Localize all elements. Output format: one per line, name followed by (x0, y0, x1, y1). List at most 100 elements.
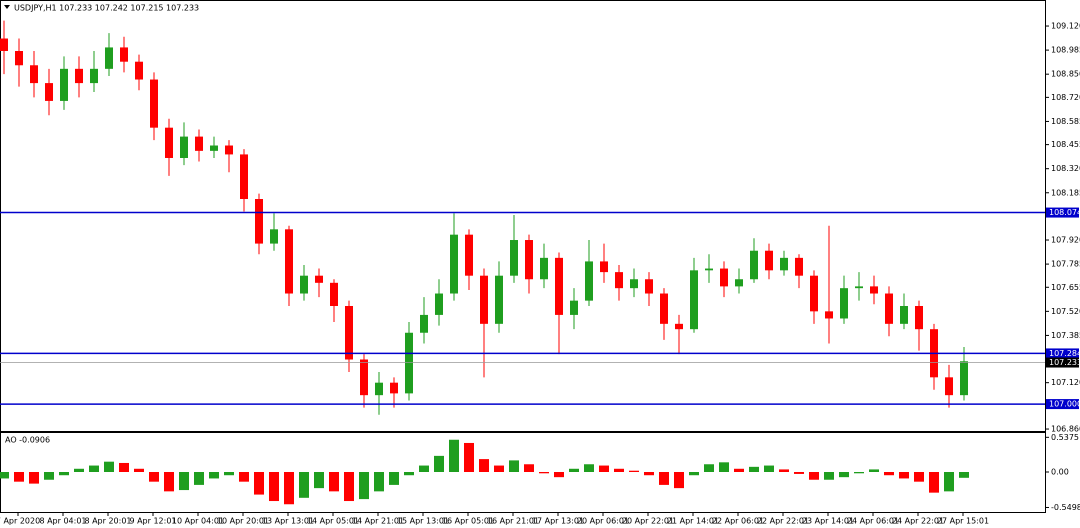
candle-body (105, 47, 113, 69)
candle-body (510, 240, 518, 276)
ao-bar (449, 439, 459, 472)
candle-body (645, 279, 653, 294)
ao-bar (629, 470, 639, 472)
ao-bar (329, 472, 339, 492)
ao-bar (164, 472, 174, 492)
candle-body (720, 268, 728, 287)
ao-bar (419, 465, 429, 472)
ao-bar (299, 472, 309, 498)
indicator-y-tick-label: 0.5375 (1051, 433, 1079, 442)
y-tick-label: 108.985 (1051, 46, 1080, 55)
ao-bar (659, 472, 669, 485)
y-tick-label: 107.785 (1051, 260, 1080, 269)
ao-bar (224, 472, 234, 476)
candle-body (840, 288, 848, 319)
candle-body (900, 305, 908, 324)
ao-bar (434, 455, 444, 472)
candle-body (705, 268, 713, 271)
ao-bar (344, 472, 354, 502)
ao-bar (29, 472, 39, 484)
x-tick-label: 27 Apr 15:01 (937, 517, 989, 526)
ao-bar (779, 469, 789, 472)
candle-body (405, 332, 413, 394)
level-label: 107.284 (1049, 349, 1080, 358)
x-tick-label: 16 Apr 05:01 (442, 517, 494, 526)
x-tick-label: 23 Apr 14:01 (802, 517, 854, 526)
y-tick-label: 106.860 (1051, 425, 1080, 434)
ao-bar (389, 472, 399, 485)
level-label-box (1046, 348, 1079, 359)
x-tick-label: 14 Apr 05:01 (307, 517, 359, 526)
ao-bar (689, 472, 699, 476)
candle-body (345, 305, 353, 360)
candle-body (135, 61, 143, 80)
ao-bar (314, 472, 324, 489)
x-tick-label: 24 Apr 22:01 (892, 517, 944, 526)
ao-bar (74, 468, 84, 472)
candle-body (360, 359, 368, 396)
candle-body (660, 293, 668, 324)
x-tick-label: 20 Apr 06:01 (577, 517, 629, 526)
ao-bar (134, 468, 144, 472)
x-tick-label: 22 Apr 06:01 (712, 517, 764, 526)
main-panel-frame (0, 0, 1046, 432)
candle-body (270, 229, 278, 244)
ao-bar (614, 468, 624, 472)
ao-bar (884, 472, 894, 476)
ao-bar (539, 472, 549, 474)
candle-body (795, 257, 803, 276)
candle-body (450, 234, 458, 294)
x-tick-label: 20 Apr 22:01 (622, 517, 674, 526)
ao-bar (599, 465, 609, 472)
ao-bar (464, 442, 474, 472)
y-tick-label: 109.120 (1051, 22, 1080, 31)
candle-body (285, 229, 293, 294)
x-tick-label: 14 Apr 21:01 (352, 517, 404, 526)
x-tick-label: 24 Apr 06:01 (847, 517, 899, 526)
ao-bar (839, 472, 849, 478)
y-tick-label: 107.520 (1051, 307, 1080, 316)
ao-bar (944, 472, 954, 492)
candle-body (240, 154, 248, 200)
candle-body (585, 261, 593, 301)
candle-body (750, 250, 758, 280)
y-tick-label: 108.185 (1051, 188, 1080, 197)
ao-bar (179, 472, 189, 491)
y-tick-label: 108.850 (1051, 70, 1080, 79)
candle-body (0, 38, 8, 51)
x-tick-label: 7 Apr 2020 (0, 517, 40, 526)
candle-body (330, 282, 338, 306)
y-tick-label: 108.455 (1051, 140, 1080, 149)
candle-body (60, 68, 68, 101)
ao-bar (119, 462, 129, 472)
candle-body (180, 136, 188, 158)
candle-body (600, 261, 608, 273)
candle-body (120, 47, 128, 62)
ao-bar (149, 472, 159, 482)
ao-bar (869, 469, 879, 472)
x-tick-label: 9 Apr 12:01 (129, 517, 176, 526)
ao-bar (734, 468, 744, 472)
level-label-box (1046, 207, 1079, 218)
x-tick-label: 8 Apr 04:01 (39, 517, 86, 526)
ao-bar (914, 472, 924, 482)
candle-body (90, 68, 98, 84)
candle-body (195, 136, 203, 151)
candle-body (915, 305, 923, 330)
ao-bar (194, 472, 204, 485)
title-arrow (4, 5, 10, 9)
ao-bar (719, 462, 729, 472)
candle-body (465, 234, 473, 276)
ao-bar (674, 472, 684, 489)
x-tick-label: 13 Apr 13:01 (262, 517, 314, 526)
level-label: 107.000 (1049, 400, 1080, 409)
candle-body (15, 50, 23, 66)
y-tick-label: 108.720 (1051, 93, 1080, 102)
ao-bar (239, 472, 249, 482)
candle-body (765, 250, 773, 271)
candle-body (255, 199, 263, 244)
level-label-box (1046, 399, 1079, 410)
ao-bar (824, 472, 834, 480)
x-tick-label: 21 Apr 14:01 (667, 517, 719, 526)
